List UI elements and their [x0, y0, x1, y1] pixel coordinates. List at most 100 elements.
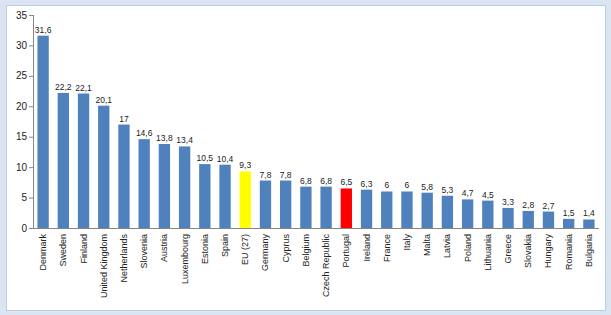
data-label: 22,2 [55, 82, 72, 92]
x-axis-line [33, 228, 599, 229]
data-label: 31,6 [35, 25, 52, 35]
data-label: 6 [405, 180, 410, 190]
bar [98, 106, 109, 228]
data-label: 6,8 [320, 176, 332, 186]
bar [78, 94, 89, 228]
data-label: 3,3 [502, 197, 514, 207]
y-tick [29, 15, 33, 16]
data-label: 4,5 [482, 190, 494, 200]
bar [462, 199, 473, 228]
bar [341, 188, 352, 228]
x-tick-label: Lithuania [483, 234, 493, 271]
y-tick-label: 10 [16, 162, 28, 173]
data-label: 14,6 [136, 128, 153, 138]
bar [442, 196, 453, 228]
data-label: 2,8 [522, 200, 534, 210]
x-tick-label: Ireland [362, 234, 372, 262]
bar [58, 93, 69, 228]
x-tick-label: France [382, 234, 392, 262]
data-label: 4,7 [462, 188, 474, 198]
x-tick-label: Poland [463, 234, 473, 262]
bar [381, 191, 392, 228]
y-tick [29, 198, 33, 199]
data-label: 10,4 [217, 154, 234, 164]
bar [139, 139, 150, 228]
bar [280, 181, 291, 228]
x-tick-label: Belgium [301, 234, 311, 267]
y-tick-label: 15 [16, 131, 28, 142]
x-tick-label: Latvia [442, 234, 452, 258]
bar [422, 193, 433, 228]
bars [37, 36, 594, 228]
x-tick-label: United Kingdom [99, 234, 109, 298]
x-tick-label: Netherlands [119, 234, 129, 283]
y-tick-label: 30 [16, 40, 28, 51]
data-label: 2,7 [543, 201, 555, 211]
x-tick-label: EU (27) [240, 234, 250, 265]
bar [523, 211, 534, 228]
x-tick-label: Portugal [341, 234, 351, 268]
data-label: 6 [384, 180, 389, 190]
y-tick [29, 106, 33, 107]
y-tick [29, 137, 33, 138]
data-label: 9,3 [239, 160, 251, 170]
bar [219, 165, 230, 228]
x-tick-label: Cyprus [281, 234, 291, 263]
bar [118, 125, 129, 228]
data-label: 1,4 [583, 208, 595, 218]
data-label: 22,1 [75, 83, 92, 93]
y-tick [29, 45, 33, 46]
x-tick-label: Slovakia [523, 234, 533, 268]
chart-frame: 0510152025303531,622,222,120,11714,613,8… [6, 5, 606, 311]
x-tick-label: Malta [422, 234, 432, 256]
y-axis-line [33, 15, 34, 228]
bar [482, 201, 493, 228]
bar [300, 187, 311, 228]
data-label: 17 [119, 114, 129, 124]
x-tick-label: Finland [79, 234, 89, 264]
y-tick-label: 25 [16, 70, 28, 81]
data-label: 20,1 [95, 95, 112, 105]
y-tick-label: 35 [16, 10, 28, 21]
data-label: 13,4 [176, 135, 193, 145]
bar [361, 190, 372, 228]
bar [502, 208, 513, 228]
y-tick-label: 5 [21, 192, 27, 203]
bar [240, 171, 251, 228]
bar [159, 144, 170, 228]
data-label: 7,8 [280, 170, 292, 180]
data-label: 10,5 [197, 153, 214, 163]
bar [563, 219, 574, 228]
bar [543, 212, 554, 228]
bar [37, 36, 48, 228]
y-tick-label: 0 [21, 223, 27, 234]
data-label: 7,8 [260, 170, 272, 180]
bar [583, 219, 594, 228]
data-label: 6,3 [361, 179, 373, 189]
y-tick [29, 76, 33, 77]
x-tick-label: Hungary [543, 234, 553, 269]
x-tick-label: Denmark [38, 234, 48, 271]
x-tick-label: Greece [503, 234, 513, 264]
x-tick-label: Spain [220, 234, 230, 257]
bar [401, 191, 412, 228]
x-tick-label: Austria [159, 234, 169, 262]
x-tick-label: Romania [564, 234, 574, 270]
y-tick [29, 167, 33, 168]
data-label: 5,3 [441, 185, 453, 195]
x-tick-label: Luxembourg [180, 234, 190, 284]
bar [260, 181, 271, 228]
bar [199, 164, 210, 228]
x-tick-label: Sweden [58, 234, 68, 267]
data-label: 1,5 [563, 208, 575, 218]
chart: 0510152025303531,622,222,120,11714,613,8… [7, 6, 605, 310]
data-label: 5,8 [421, 182, 433, 192]
x-tick-label: Estonia [200, 234, 210, 264]
x-tick-label: Italy [402, 234, 412, 251]
data-label: 13,8 [156, 133, 173, 143]
x-tick-label: Bulgaria [584, 234, 594, 267]
data-label: 6,5 [340, 177, 352, 187]
x-tick-label: Slovenia [139, 234, 149, 269]
bar [179, 146, 190, 228]
bar [320, 187, 331, 228]
